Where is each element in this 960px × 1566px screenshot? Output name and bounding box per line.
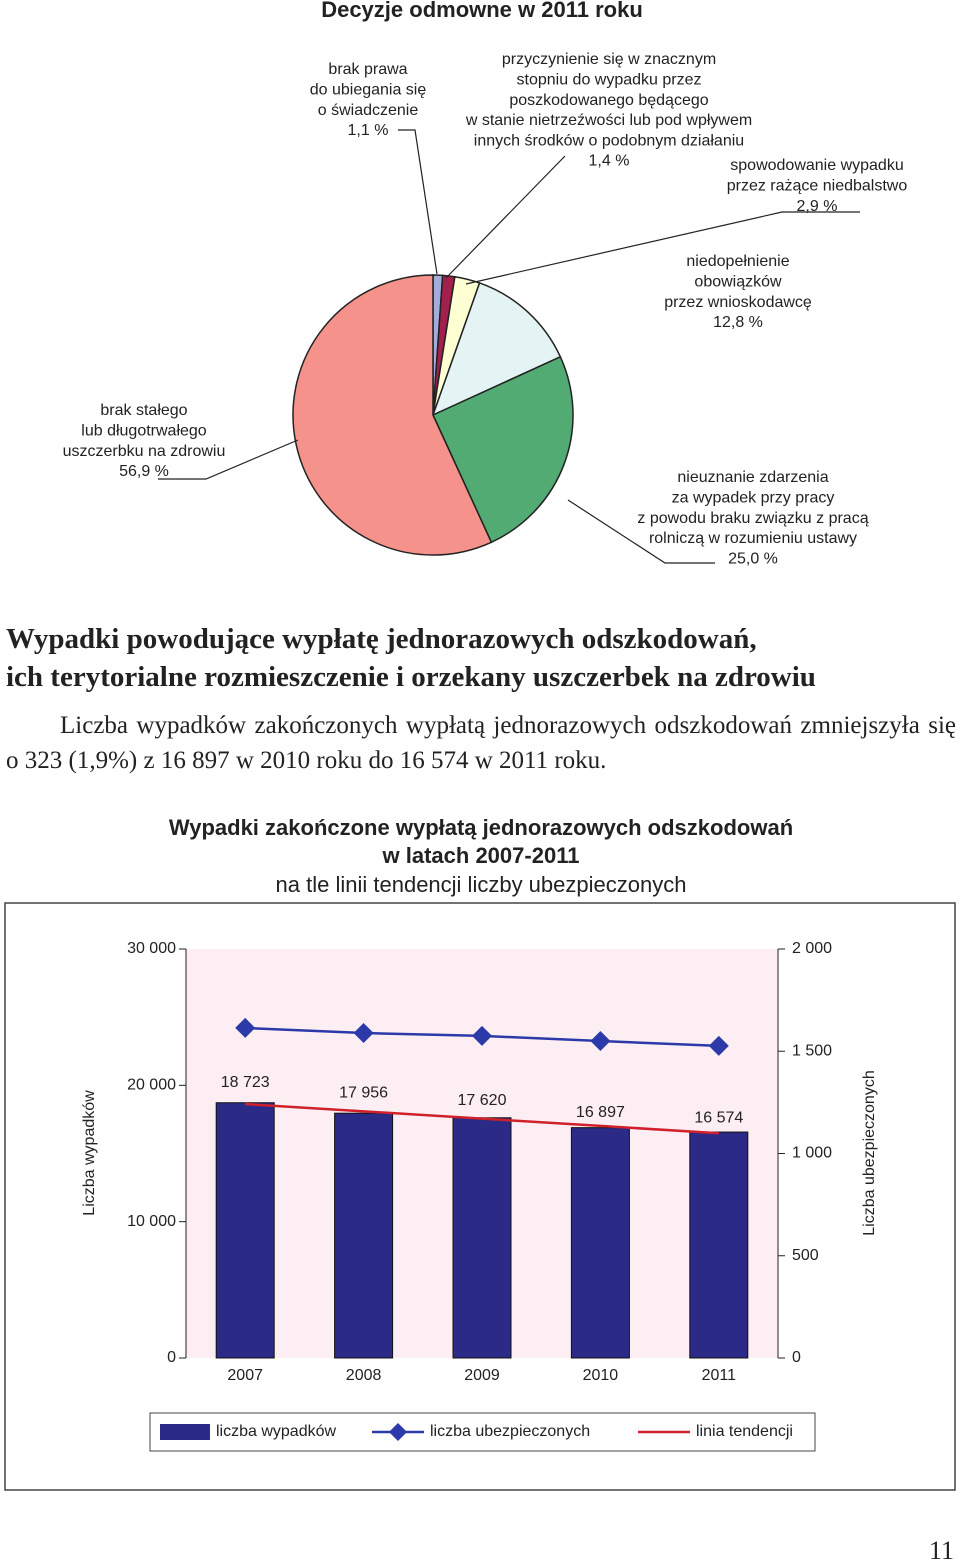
legend-label: liczba ubezpieczonych bbox=[430, 1423, 590, 1440]
y-tick-label: 0 bbox=[167, 1349, 176, 1366]
bar bbox=[570, 1127, 630, 1359]
slice-label: z powodu braku związku z pracą bbox=[637, 510, 868, 527]
y2-tick-label: 1 000 bbox=[792, 1145, 832, 1162]
slice-label: do ubiegania się bbox=[310, 82, 427, 99]
y2-tick-label: 500 bbox=[792, 1247, 819, 1264]
slice-label: poszkodowanego będącego bbox=[509, 92, 708, 109]
pie-slice bbox=[431, 282, 562, 417]
bar bbox=[215, 1102, 275, 1359]
slice-label: w stanie nietrzeźwości lub pod wpływem bbox=[465, 112, 752, 129]
bar-value-label: 16 574 bbox=[694, 1109, 743, 1126]
line-marker bbox=[353, 1023, 374, 1044]
slice-value-label: 56,9 % bbox=[119, 463, 169, 480]
slice-label: brak prawa bbox=[328, 61, 407, 78]
legend-box bbox=[149, 1412, 816, 1452]
slice-label: nieuznanie zdarzenia bbox=[677, 469, 828, 486]
line-series bbox=[245, 1102, 719, 1135]
legend-label: linia tendencji bbox=[696, 1423, 793, 1440]
legend-swatch bbox=[389, 1423, 407, 1441]
y2-tick-label: 0 bbox=[792, 1349, 801, 1366]
y2-axis-title: Liczba ubezpieczonych bbox=[861, 1070, 878, 1235]
bar bbox=[334, 1112, 394, 1359]
leader-line bbox=[158, 439, 299, 480]
slice-label: rolniczą w rozumieniu ustawy bbox=[649, 530, 857, 547]
y-axis-title: Liczba wypadków bbox=[81, 1090, 98, 1216]
bar bbox=[452, 1117, 512, 1359]
y2-tick-label: 1 500 bbox=[792, 1042, 832, 1059]
slice-label: przez rażące niedbalstwo bbox=[727, 178, 908, 195]
legend-swatch bbox=[160, 1424, 210, 1440]
slice-value-label: 2,9 % bbox=[797, 198, 838, 215]
heading-line: Wypadki powodujące wypłatę jednorazowych… bbox=[6, 623, 757, 655]
slice-label: brak stałego bbox=[100, 402, 187, 419]
slice-value-label: 1,1 % bbox=[348, 122, 389, 139]
line-marker bbox=[235, 1017, 256, 1038]
slice-label: lub długotrwałego bbox=[81, 423, 207, 440]
x-tick-label: 2011 bbox=[702, 1367, 737, 1384]
slice-label: o świadczenie bbox=[318, 102, 419, 119]
y-tick-label: 20 000 bbox=[127, 1077, 176, 1094]
leader-line bbox=[567, 499, 715, 564]
paragraph: Liczba wypadków zakończonych wypłatą jed… bbox=[6, 712, 956, 774]
x-tick-label: 2009 bbox=[464, 1367, 500, 1384]
bar-value-label: 18 723 bbox=[221, 1074, 270, 1091]
bar bbox=[689, 1131, 749, 1359]
line-marker bbox=[708, 1035, 729, 1056]
slice-value-label: 25,0 % bbox=[728, 550, 778, 567]
bar-value-label: 16 897 bbox=[576, 1104, 625, 1121]
chart-subtitle: na tle linii tendencji liczby ubezpieczo… bbox=[276, 872, 687, 897]
page-number: 11 bbox=[928, 1536, 954, 1565]
line-marker bbox=[472, 1025, 492, 1046]
bar-value-label: 17 956 bbox=[339, 1084, 388, 1101]
slice-label: innych środków o podobnym działaniu bbox=[474, 132, 744, 149]
slice-value-label: 1,4 % bbox=[589, 153, 630, 170]
slice-label: przyczynienie się w znacznym bbox=[502, 51, 716, 68]
slice-label: stopniu do wypadku przez bbox=[517, 72, 702, 89]
legend-label: liczba wypadków bbox=[216, 1423, 337, 1440]
slice-value-label: 12,8 % bbox=[713, 314, 763, 331]
section-heading: Wypadki powodujące wypłatę jednorazowych… bbox=[6, 620, 956, 696]
chart-title: Decyzje odmowne w 2011 roku bbox=[321, 0, 643, 22]
x-tick-label: 2008 bbox=[346, 1367, 382, 1384]
leader-line bbox=[465, 211, 860, 285]
y-tick-label: 10 000 bbox=[127, 1213, 176, 1230]
line-marker bbox=[590, 1031, 611, 1052]
x-tick-label: 2010 bbox=[583, 1367, 619, 1384]
bar-value-label: 17 620 bbox=[458, 1092, 507, 1109]
slice-label: niedopełnienie bbox=[686, 253, 789, 270]
y2-tick-label: 2 000 bbox=[792, 940, 832, 957]
slice-label: przez wnioskodawcę bbox=[664, 294, 812, 311]
leader-line bbox=[445, 155, 566, 279]
slice-label: spowodowanie wypadku bbox=[730, 157, 903, 174]
leader-line bbox=[398, 129, 438, 275]
slice-label: obowiązków bbox=[694, 274, 782, 291]
x-tick-label: 2007 bbox=[227, 1367, 263, 1384]
y-tick-label: 30 000 bbox=[127, 940, 176, 957]
pie-slice bbox=[292, 274, 493, 556]
heading-line: ich terytorialne rozmieszczenie i orzeka… bbox=[6, 661, 816, 693]
slice-label: za wypadek przy pracy bbox=[672, 490, 835, 507]
chart-frame bbox=[4, 902, 956, 1491]
chart-title: w latach 2007-2011 bbox=[382, 843, 580, 868]
pie-slice bbox=[432, 355, 574, 544]
chart-title: Wypadki zakończone wypłatą jednorazowych… bbox=[169, 815, 793, 840]
slice-label: uszczerbku na zdrowiu bbox=[63, 443, 226, 460]
